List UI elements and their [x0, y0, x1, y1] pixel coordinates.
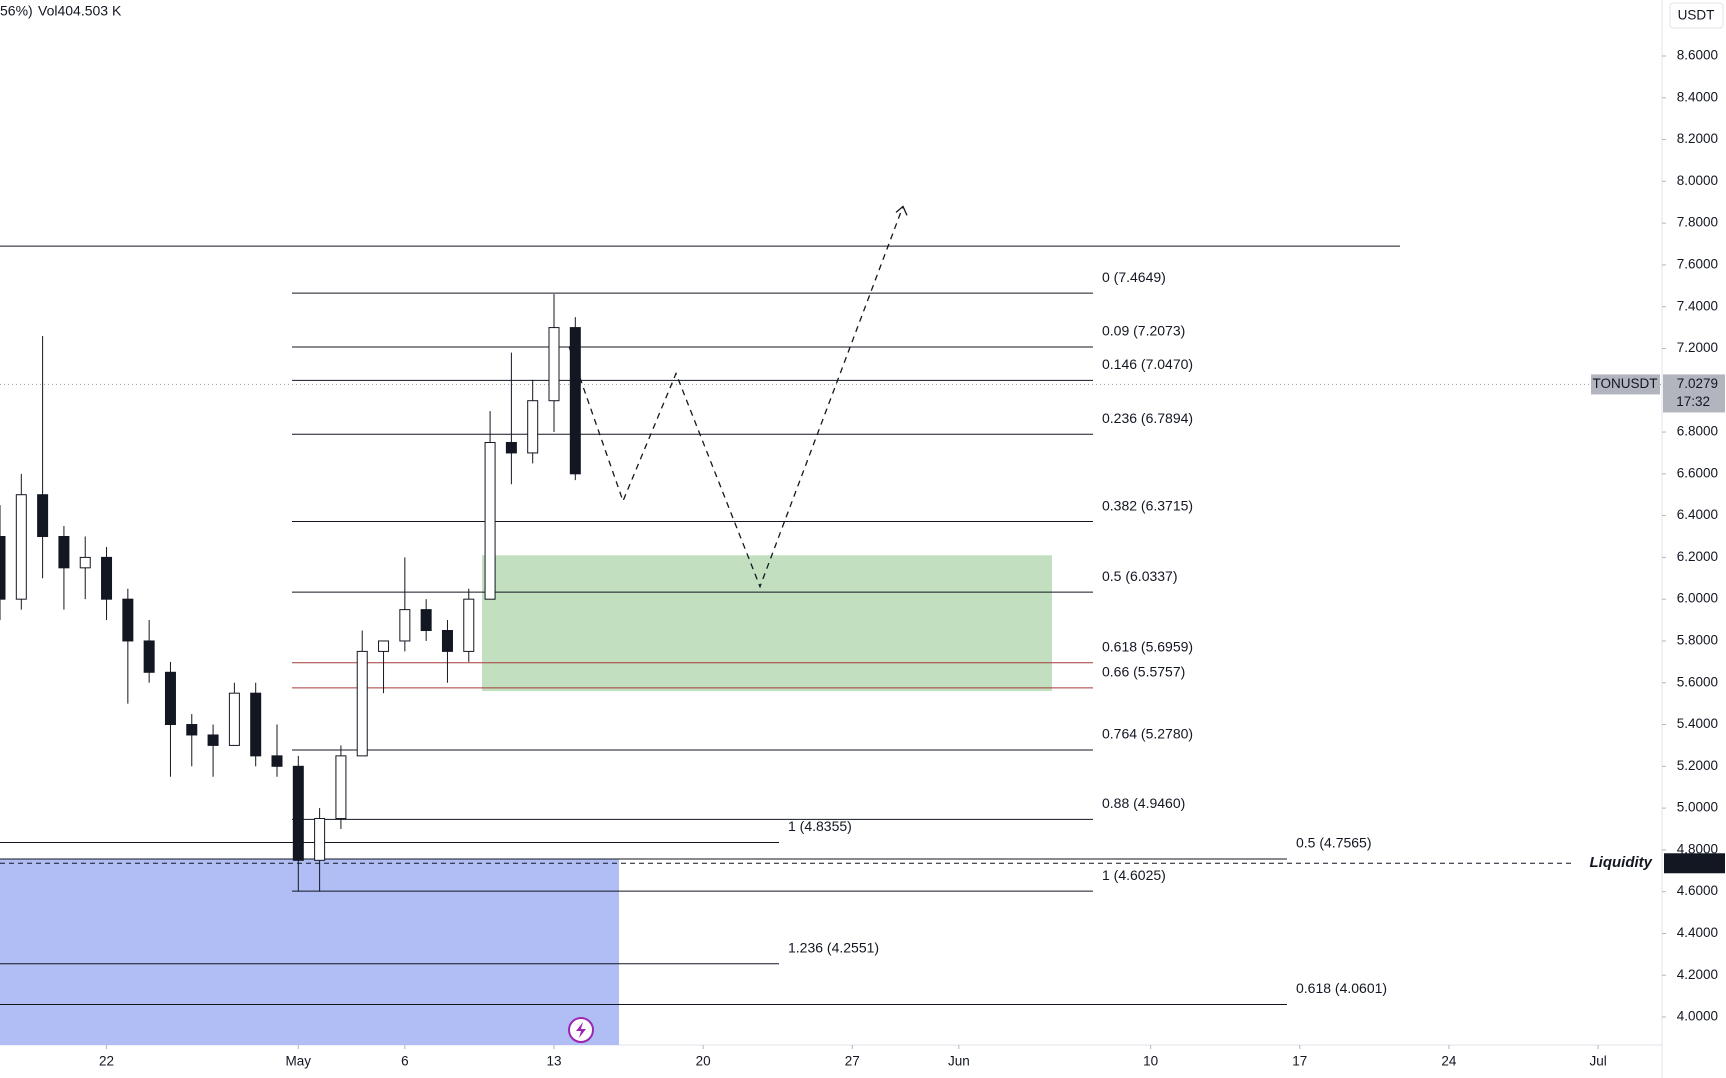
countdown-label: 17:32: [1676, 394, 1710, 409]
y-tick-label: 5.0000: [1677, 800, 1718, 815]
candle-body: [79, 556, 91, 569]
liquidity-label: Liquidity: [1590, 854, 1653, 871]
fib-label: 0.5 (6.0337): [1102, 568, 1178, 584]
y-tick-label: 7.4000: [1677, 298, 1718, 313]
candle-body: [356, 650, 368, 757]
candle-body: [271, 755, 283, 767]
candle-body: [484, 441, 496, 600]
x-tick-label: 13: [546, 1054, 561, 1069]
x-tick-label: 20: [696, 1054, 711, 1069]
candle-body: [335, 755, 347, 820]
x-tick-label: Jul: [1589, 1054, 1606, 1069]
fib-label: 1 (4.8355): [788, 818, 852, 834]
candle-body: [58, 535, 70, 569]
y-tick-label: 6.8000: [1677, 424, 1718, 439]
y-tick-label: 7.2000: [1677, 340, 1718, 355]
candle-body: [527, 400, 539, 454]
lightning-glyph: [576, 1022, 586, 1038]
candle-body: [250, 692, 262, 757]
y-tick-label: 7.6000: [1677, 256, 1718, 271]
y-tick-label: 6.4000: [1677, 507, 1718, 522]
candle-body: [463, 598, 475, 652]
candle-body: [15, 494, 27, 600]
x-tick-label: 24: [1441, 1054, 1457, 1069]
projection-path: [568, 206, 904, 589]
volume-text: Vol404.503 K: [38, 3, 122, 19]
candle-body: [207, 734, 219, 746]
y-tick-label: 6.0000: [1677, 591, 1718, 606]
x-tick-label: 17: [1292, 1054, 1307, 1069]
y-tick-label: 6.6000: [1677, 465, 1718, 480]
y-tick-label: 8.6000: [1677, 48, 1718, 63]
y-tick-label: 4.4000: [1677, 925, 1718, 940]
fib-label: 0.66 (5.5757): [1102, 664, 1185, 680]
candle-body: [378, 640, 390, 652]
candle-body: [164, 671, 176, 726]
candle-body: [37, 494, 49, 537]
candle-body: [228, 692, 240, 746]
liquidity-tag: [1664, 853, 1725, 874]
liquidity-label-bg: [1578, 852, 1658, 875]
fib-label: 0.618 (4.0601): [1296, 980, 1387, 996]
projection-arrow: [895, 205, 908, 216]
y-tick-label: 8.0000: [1677, 173, 1718, 188]
candle-body: [292, 765, 304, 861]
fib-label: 0.236 (6.7894): [1102, 410, 1193, 426]
change-text: 56%): [0, 3, 33, 19]
candle-body: [548, 327, 560, 402]
fib-label: 1.236 (4.2551): [788, 939, 879, 955]
x-tick-label: 6: [401, 1054, 409, 1069]
fib-label: 1 (4.6025): [1102, 867, 1166, 883]
symbol-tag: [1591, 374, 1660, 395]
fib-label: 0.764 (5.2780): [1102, 726, 1193, 742]
x-tick-label: 22: [99, 1054, 114, 1069]
candle-body: [569, 327, 581, 475]
y-tick-label: 5.6000: [1677, 674, 1718, 689]
candle-body: [143, 640, 155, 673]
fib-label: 0.09 (7.2073): [1102, 323, 1185, 339]
last-price-label: 7.0279: [1677, 376, 1718, 391]
y-tick-label: 4.2000: [1677, 967, 1718, 982]
y-tick-label: 8.4000: [1677, 89, 1718, 104]
x-tick-label: Jun: [948, 1054, 970, 1069]
candle-body: [101, 556, 113, 600]
y-tick-label: 7.8000: [1677, 215, 1718, 230]
fib-label: 0 (7.4649): [1102, 269, 1166, 285]
x-tick-label: May: [286, 1054, 312, 1069]
fib-label: 0.382 (6.3715): [1102, 497, 1193, 513]
y-tick-label: 5.2000: [1677, 758, 1718, 773]
y-tick-label: 4.6000: [1677, 883, 1718, 898]
y-tick-label: 5.4000: [1677, 716, 1718, 731]
y-tick-label: 4.0000: [1677, 1009, 1718, 1024]
candle-body: [505, 441, 517, 454]
zone: [482, 555, 1052, 692]
currency-label[interactable]: USDT: [1678, 8, 1715, 23]
candle-body: [441, 630, 453, 652]
candle-body: [399, 609, 411, 642]
fib-label: 0.5 (4.7565): [1296, 835, 1372, 851]
candle-body: [314, 818, 326, 861]
y-tick-label: 5.8000: [1677, 633, 1718, 648]
liquidity-price: 4.7359: [1677, 855, 1718, 870]
x-tick-label: 10: [1143, 1054, 1158, 1069]
y-tick-label: 4.8000: [1677, 841, 1718, 856]
candle-body: [186, 724, 198, 736]
candle-body: [420, 609, 432, 632]
currency-box[interactable]: [1669, 2, 1724, 29]
y-tick-label: 8.2000: [1677, 131, 1718, 146]
x-tick-label: 27: [845, 1054, 860, 1069]
fib-label: 0.88 (4.9460): [1102, 795, 1185, 811]
zone: [0, 859, 619, 1045]
symbol-label: TONUSDT: [1592, 376, 1657, 391]
fib-label: 0.146 (7.0470): [1102, 356, 1193, 372]
y-tick-label: 6.2000: [1677, 549, 1718, 564]
candle-body: [122, 598, 134, 642]
fib-label: 0.618 (5.6959): [1102, 638, 1193, 654]
last-price-tag: [1663, 374, 1725, 413]
candle-body: [0, 535, 6, 600]
